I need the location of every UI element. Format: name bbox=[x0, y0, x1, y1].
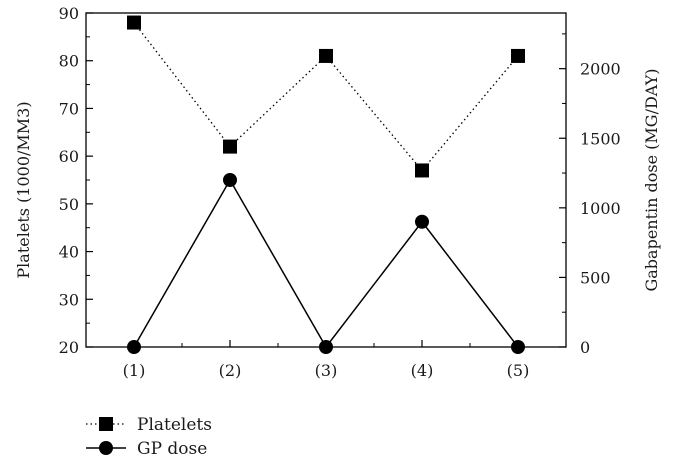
legend-label-gp-dose: GP dose bbox=[137, 439, 207, 459]
y-tick-label: 90 bbox=[59, 4, 79, 23]
platelets-point bbox=[127, 15, 141, 30]
y2-tick-label: 0 bbox=[580, 338, 590, 357]
gp-dose-point bbox=[511, 340, 525, 354]
gp-dose-line bbox=[133, 178, 519, 349]
x-tick-label: (5) bbox=[507, 361, 530, 380]
y-axis-title: Platelets (1000/MM3) bbox=[14, 101, 33, 278]
y-tick-label: 60 bbox=[59, 147, 79, 166]
legend-label-platelets: Platelets bbox=[137, 415, 212, 435]
platelets-point bbox=[223, 139, 237, 154]
platelets-series bbox=[127, 15, 525, 178]
x-tick-label: (4) bbox=[411, 361, 434, 380]
y-tick-label: 80 bbox=[59, 52, 79, 71]
right-axis: 0 500 1000 1500 2000 bbox=[559, 33, 621, 357]
x-tick-label: (3) bbox=[315, 361, 338, 380]
platelets-point bbox=[319, 48, 333, 63]
y-tick-label: 20 bbox=[59, 338, 79, 357]
y2-axis-title: Gabapentin dose (MG/DAY) bbox=[642, 68, 661, 291]
gp-dose-point bbox=[319, 340, 333, 354]
y2-tick-label: 1000 bbox=[580, 199, 621, 218]
gp-dose-series bbox=[127, 173, 525, 354]
platelets-point bbox=[511, 48, 525, 63]
y2-tick-label: 500 bbox=[580, 268, 611, 287]
y2-tick-label: 2000 bbox=[580, 60, 621, 79]
y-tick-label: 50 bbox=[59, 195, 79, 214]
y-tick-label: 40 bbox=[59, 243, 79, 262]
platelets-point bbox=[415, 163, 429, 178]
platelets-line bbox=[133, 22, 519, 172]
y-tick-label: 30 bbox=[59, 290, 79, 309]
y-tick-label: 70 bbox=[59, 99, 79, 118]
x-tick-label: (2) bbox=[219, 361, 242, 380]
legend-marker-gp-dose bbox=[99, 441, 113, 455]
x-axis: (1) (2) (3) (4) (5) bbox=[123, 340, 530, 380]
y2-tick-label: 1500 bbox=[580, 129, 621, 148]
gp-dose-point bbox=[127, 340, 141, 354]
legend-item-platelets: Platelets bbox=[86, 415, 212, 435]
legend-marker-platelets bbox=[99, 417, 113, 431]
left-axis: 20 30 40 50 60 70 80 90 bbox=[59, 4, 93, 357]
series-layer bbox=[127, 15, 525, 354]
legend-item-gp-dose: GP dose bbox=[86, 439, 207, 459]
gp-dose-point bbox=[415, 214, 429, 229]
plot-frame bbox=[85, 12, 567, 348]
gp-dose-point bbox=[223, 173, 237, 187]
plot-border bbox=[85, 12, 567, 348]
legend: Platelets GP dose bbox=[86, 415, 212, 459]
x-tick-label: (1) bbox=[123, 361, 146, 380]
